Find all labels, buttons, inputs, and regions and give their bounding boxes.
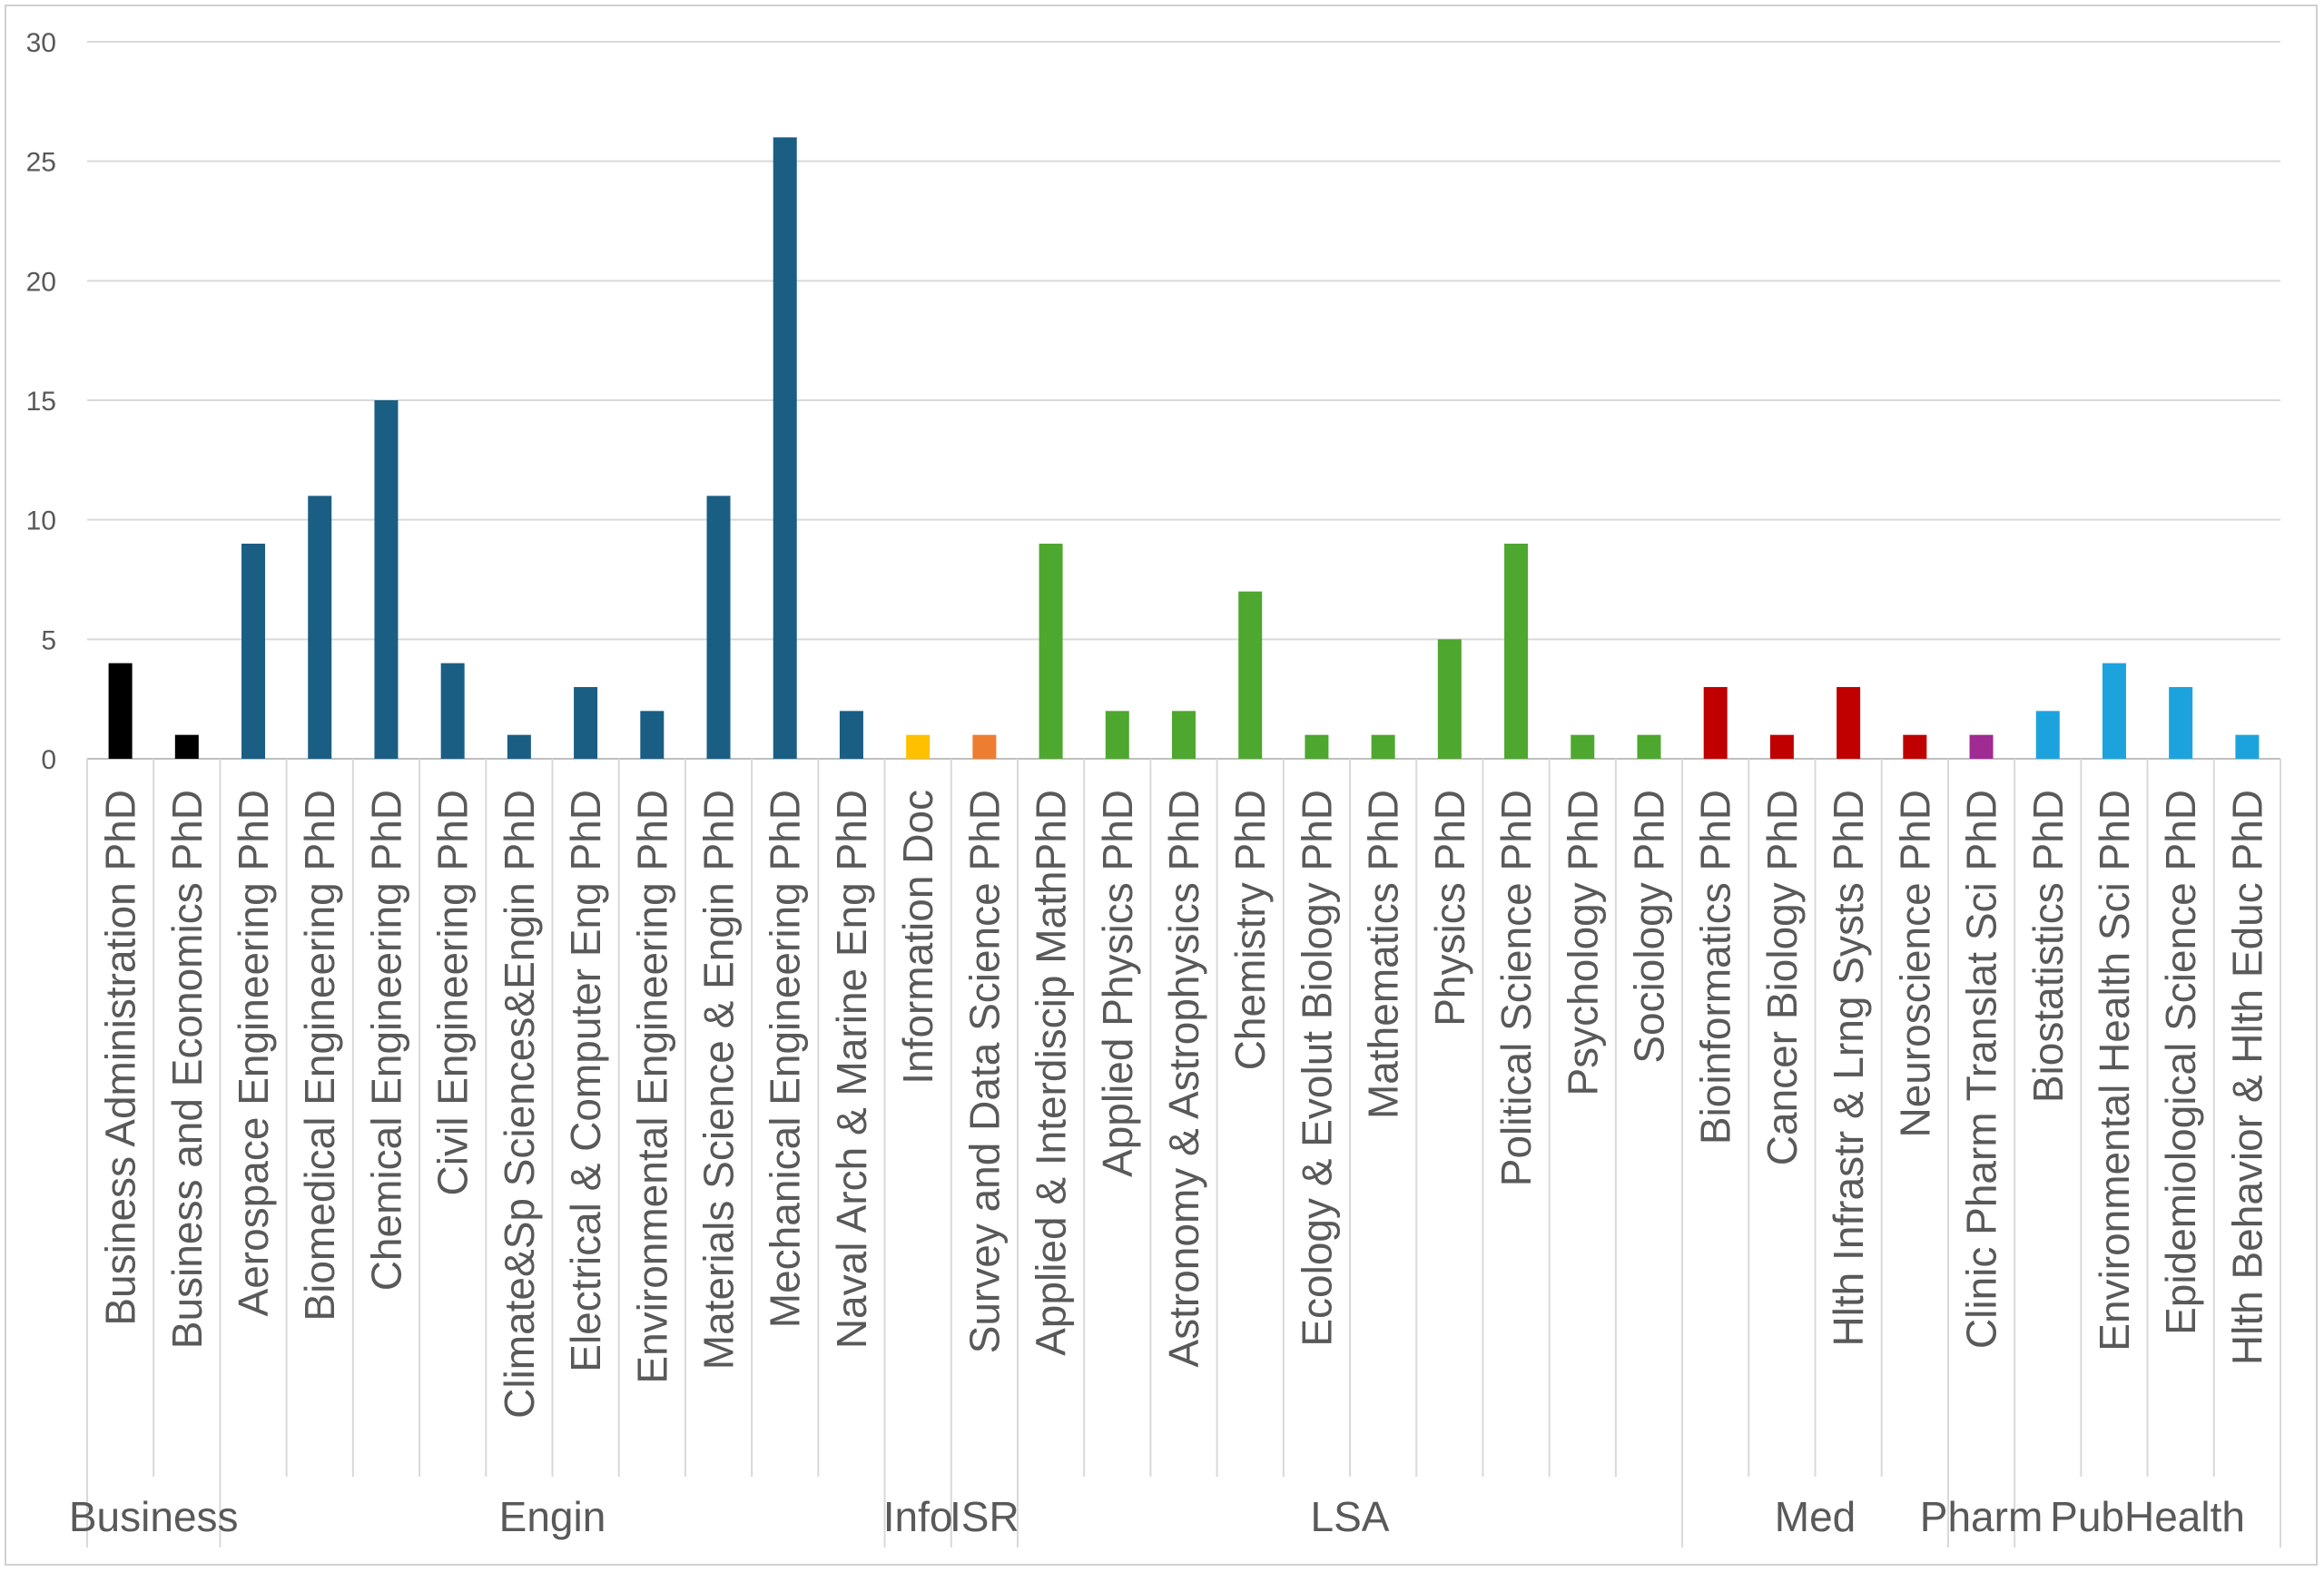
group-label-pharm: Pharm [1920,1493,2043,1540]
x-tick-label: Neuroscience PhD [1891,790,1938,1138]
bar-chemical-engineering-phd [374,400,399,759]
x-tick-label: Hlth Behavior & Hlth Educ PhD [2223,790,2270,1365]
bar-hlth-infrastr-lrng-systs-phd [1837,687,1861,759]
bar-ecology-evolut-biology-phd [1305,734,1329,759]
x-tick-label: Physics PhD [1426,790,1473,1027]
x-tick-label: Chemistry PhD [1226,790,1274,1070]
group-label-business: Business [69,1493,239,1540]
bar-cancer-biology-phd [1769,734,1794,759]
bar-sociology-phd [1637,734,1661,759]
x-tick-label: Epidemiological Science PhD [2157,790,2204,1335]
bar-chemistry-phd [1238,591,1263,759]
x-tick-label: Hlth Infrastr & Lrng Systs PhD [1825,790,1872,1347]
x-tick-label: Biomedical Engineering PhD [296,790,343,1321]
x-tick-label: Mechanical Engineering PhD [762,790,809,1328]
bar-civil-engineering-phd [440,663,465,759]
x-tick-label: Biostatistics PhD [2024,790,2072,1103]
y-tick-label: 0 [41,745,56,775]
x-tick-label: Applied Physics PhD [1094,790,1141,1177]
x-tick-label: Business and Economics PhD [163,790,211,1349]
x-tick-label: Civil Engineering PhD [429,790,477,1195]
x-tick-label: Aerospace Engineering PhD [230,790,277,1316]
bar-aerospace-engineering-phd [241,544,266,759]
bar-electrical-computer-eng-phd [574,687,598,759]
y-tick-label: 5 [41,625,56,655]
x-tick-label: Business Administration PhD [97,790,144,1326]
x-axis-labels: Business Administration PhD Business and … [97,790,2271,1419]
category-separators [86,759,2281,1547]
group-label-info: Info [883,1493,953,1540]
bar-environmental-health-sci-phd [2102,663,2126,759]
bar-business-and-economics-phd [174,734,199,759]
bar-environmental-engineering-phd [640,711,665,759]
bar-hlth-behavior-hlth-educ-phd [2235,734,2260,759]
x-tick-label: Mathematics PhD [1360,790,1407,1119]
gridlines [87,41,2280,760]
bar-materials-science-engin-phd [706,496,731,759]
bar-mathematics-phd [1371,734,1395,759]
x-tick-label: Naval Arch & Marine Eng PhD [828,790,875,1349]
x-tick-label: Astronomy & Astrophysics PhD [1160,790,1207,1368]
bar-survey-and-data-science-phd [972,734,997,759]
bar-business-administration-phd [108,663,133,759]
group-label-med: Med [1775,1493,1856,1540]
x-tick-label: Clinic Pharm Translat Sci PhD [1958,790,2005,1349]
x-tick-label: Applied & Interdiscip MathPhD [1028,790,1075,1356]
x-tick-label: Political Science PhD [1492,790,1540,1186]
x-tick-label: Bioinformatics PhD [1692,790,1739,1145]
x-tick-label: Sociology PhD [1625,790,1672,1064]
x-tick-label: Information Doc [894,790,941,1085]
x-tick-label: Electrical & Computer Eng PhD [562,790,609,1372]
bar-applied-interdiscip-mathphd [1039,544,1063,759]
group-label-lsa: LSA [1311,1493,1390,1540]
x-tick-label: Psychology PhD [1559,790,1606,1096]
bar-psychology-phd [1571,734,1595,759]
bar-physics-phd [1437,639,1462,759]
y-axis-ticks: 0 5 10 15 20 25 30 [26,28,56,775]
y-tick-label: 10 [26,506,56,536]
bar-biostatistics-phd [2035,711,2060,759]
bar-mechanical-engineering-phd [773,137,797,760]
bar-information-doc [906,734,931,759]
x-tick-label: Climate&Sp Sciences&Engin PhD [496,790,543,1419]
bar-naval-arch-marine-eng-phd [839,711,863,759]
x-tick-label: Environmental Engineering PhD [628,790,675,1384]
bar-climate-sp-sciences-engin-phd [507,734,531,759]
bar-biomedical-engineering-phd [308,496,332,759]
y-tick-label: 15 [26,387,56,417]
x-tick-label: Materials Science & Engin PhD [695,790,743,1370]
y-tick-label: 30 [26,28,56,58]
x-tick-label: Cancer Biology PhD [1758,790,1806,1165]
x-tick-label: Chemical Engineering PhD [362,790,409,1291]
group-label-pubhealth: PubHealth [2050,1493,2245,1540]
x-tick-label: Environmental Health Sci PhD [2091,790,2138,1351]
x-tick-label: Survey and Data Science PhD [960,790,1008,1353]
bar-clinic-pharm-translat-sci-phd [1969,734,1994,759]
bars [108,137,2260,760]
bar-applied-physics-phd [1105,711,1129,759]
y-tick-label: 25 [26,148,56,178]
chart-frame [5,5,2318,1566]
x-tick-label: Ecology & Evolut Biology PhD [1293,790,1340,1347]
bar-astronomy-astrophysics-phd [1172,711,1196,759]
bar-epidemiological-science-phd [2169,687,2193,759]
bar-neuroscience-phd [1903,734,1927,759]
y-tick-label: 20 [26,267,56,297]
bar-bioinformatics-phd [1703,687,1728,759]
group-label-isr: ISR [950,1493,1019,1540]
bar-political-science-phd [1504,544,1529,759]
group-label-engin: Engin [499,1493,606,1540]
